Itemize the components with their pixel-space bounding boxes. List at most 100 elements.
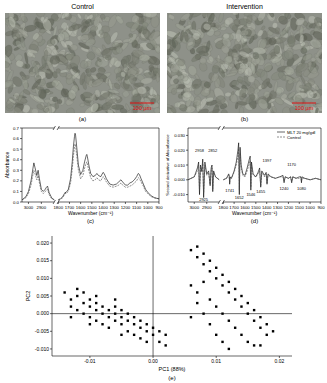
cell: [170, 87, 177, 95]
cell: [129, 20, 141, 34]
scatter-point: [202, 281, 204, 283]
cell: [236, 29, 242, 42]
cell: [287, 90, 297, 99]
y-tick-label: 0.7: [13, 126, 20, 131]
cell: [31, 32, 40, 42]
scatter-point: [202, 252, 204, 254]
cell: [67, 89, 76, 100]
plot-frame-right: [321, 128, 322, 202]
scale-bar: [292, 103, 316, 104]
spectrum-line: [188, 164, 219, 194]
x-axis-label: Wavenumber (cm⁻¹): [232, 210, 278, 216]
panel-label: (b): [241, 116, 248, 122]
axis-break: [53, 126, 55, 130]
scatter-point: [127, 312, 129, 314]
cell: [230, 94, 238, 103]
cell: [56, 68, 61, 73]
scatter-point: [146, 341, 148, 343]
x-axis-label: PC1 (88%): [159, 366, 186, 372]
peak-label: 1741: [225, 188, 235, 193]
y-tick-label: 0.0: [13, 200, 20, 205]
cell: [17, 27, 29, 38]
cell: [113, 59, 122, 69]
y-tick: [20, 138, 22, 139]
scatter-point: [127, 330, 129, 332]
scatter-point: [240, 295, 242, 297]
cell: [205, 40, 211, 53]
cell: [274, 45, 280, 54]
cell: [315, 107, 319, 113]
y-tick: [50, 243, 52, 244]
cell: [183, 92, 191, 98]
legend-swatch: [277, 137, 285, 138]
scatter-point: [114, 320, 116, 322]
cell: [285, 13, 290, 18]
cell: [207, 13, 216, 25]
cell: [210, 72, 219, 82]
scatter-point: [209, 298, 211, 300]
plot-frame-top: [22, 128, 54, 129]
cell: [128, 62, 141, 73]
cell: [237, 101, 247, 106]
panel-label: (d): [251, 218, 258, 224]
cell: [306, 89, 322, 101]
cell: [256, 29, 264, 38]
scatter-point: [89, 323, 91, 325]
peak-label: 1652: [235, 195, 245, 200]
cell: [143, 13, 157, 18]
cell: [121, 89, 130, 98]
scatter-point: [209, 270, 211, 272]
scatter-point: [152, 334, 154, 336]
scatter-point: [209, 323, 211, 325]
scatter-point: [95, 320, 97, 322]
scatter-point: [114, 298, 116, 300]
scatter-point: [89, 305, 91, 307]
x-axis: [188, 202, 219, 203]
scatter-point: [196, 291, 198, 293]
cell: [52, 96, 59, 103]
cell: [171, 40, 176, 49]
cell: [7, 15, 17, 28]
panel-title: Control: [71, 3, 94, 10]
scatter-point: [70, 316, 72, 318]
y-axis-label: Second derivative of Absorbance: [165, 134, 170, 196]
peak-label: 1455: [256, 189, 266, 194]
cell: [77, 13, 83, 20]
cell: [260, 70, 267, 81]
cell: [177, 59, 185, 66]
cell: [96, 56, 102, 62]
scatter-point: [259, 316, 261, 318]
scatter-point: [120, 316, 122, 318]
x-tick-label: -0.01: [84, 358, 96, 364]
cell: [282, 49, 295, 62]
scatter-point: [215, 334, 217, 336]
scatter-point: [101, 312, 103, 314]
cell: [214, 22, 222, 31]
cell: [268, 13, 275, 18]
cell: [222, 33, 229, 40]
x-tick-label: 1000: [143, 205, 153, 210]
cell: [5, 96, 15, 109]
cell: [71, 65, 79, 73]
scatter-point: [234, 327, 236, 329]
y-tick-label: 0.3: [13, 168, 20, 173]
y-tick-label: 0.4: [13, 157, 20, 162]
x-tick-label: 3000: [189, 205, 199, 210]
scatter-point: [139, 327, 141, 329]
cell: [44, 50, 49, 61]
cell: [31, 78, 43, 91]
scatter-point: [95, 302, 97, 304]
cell: [190, 77, 204, 91]
zero-line-horizontal: [52, 313, 292, 314]
cell: [187, 40, 195, 46]
cell: [179, 30, 184, 41]
cell: [36, 13, 45, 17]
spectrum-line: [188, 159, 219, 197]
y-tick-label: 0.030: [174, 133, 185, 138]
cell: [50, 79, 59, 88]
x-tick-label: 0.02: [275, 358, 285, 364]
cell: [168, 13, 176, 20]
cell: [175, 22, 186, 31]
cell: [71, 71, 80, 80]
y-tick: [50, 260, 52, 261]
